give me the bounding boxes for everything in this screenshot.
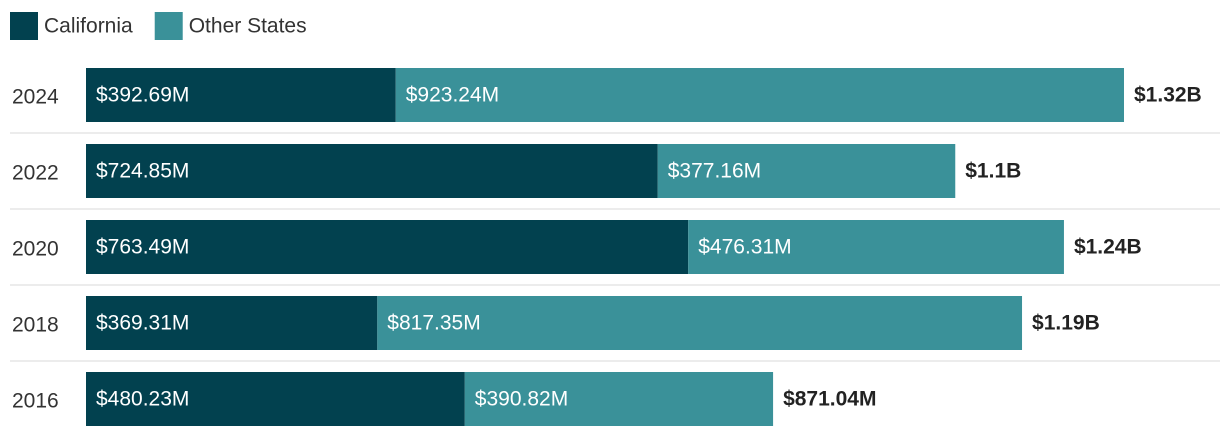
total-label: $871.04M [783,388,876,411]
total-label: $1.19B [1032,312,1100,335]
segment-label: $390.82M [475,388,568,411]
bar-segment [377,296,1023,350]
bar-segment [395,68,1124,122]
bar-segment [86,296,378,350]
segment-label: $480.23M [96,388,189,411]
segment-label: $392.69M [96,84,189,107]
legend-label: California [44,15,133,38]
bar-segment [86,68,396,122]
bar-segment [657,144,956,198]
legend-label: Other States [189,15,307,38]
total-label: $1.32B [1134,84,1202,107]
category-label: 2018 [12,314,59,337]
bar-segment [86,372,465,426]
segment-label: $817.35M [387,312,480,335]
bar-segment [464,372,774,426]
total-label: $1.24B [1074,236,1142,259]
category-label: 2024 [12,86,59,109]
bar-segment [688,220,1064,274]
segment-label: $476.31M [698,236,791,259]
bar-segment [86,144,658,198]
category-label: 2022 [12,162,59,185]
category-label: 2016 [12,390,59,413]
total-label: $1.1B [965,160,1021,183]
legend-swatch [10,12,38,40]
segment-label: $763.49M [96,236,189,259]
bar-segment [86,220,689,274]
segment-label: $724.85M [96,160,189,183]
category-label: 2020 [12,238,59,261]
segment-label: $377.16M [668,160,761,183]
legend-swatch [154,12,183,40]
segment-label: $369.31M [96,312,189,335]
segment-label: $923.24M [406,84,499,107]
